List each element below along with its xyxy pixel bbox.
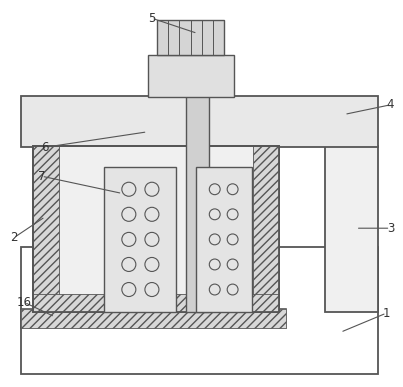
- Bar: [33, 146, 278, 312]
- Bar: [186, 96, 209, 312]
- Bar: [33, 146, 278, 312]
- Bar: [253, 146, 278, 312]
- Text: 6: 6: [42, 141, 49, 154]
- Bar: [104, 166, 177, 312]
- Bar: [21, 309, 287, 329]
- Text: 16: 16: [17, 296, 31, 309]
- Text: 3: 3: [387, 222, 394, 235]
- Bar: [33, 294, 278, 312]
- Text: 1: 1: [383, 307, 391, 320]
- Bar: [325, 146, 378, 312]
- Bar: [157, 20, 224, 55]
- Bar: [196, 166, 251, 312]
- Text: 4: 4: [387, 98, 394, 111]
- Bar: [33, 146, 59, 312]
- Text: 2: 2: [10, 231, 17, 244]
- Bar: [21, 247, 378, 374]
- Bar: [21, 309, 287, 329]
- Text: 7: 7: [38, 170, 45, 183]
- Bar: [21, 96, 378, 147]
- Bar: [147, 55, 233, 97]
- Text: 5: 5: [147, 12, 155, 24]
